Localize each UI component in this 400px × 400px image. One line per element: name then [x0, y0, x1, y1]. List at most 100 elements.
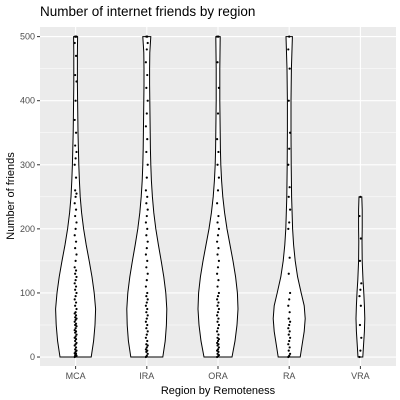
data-point [73, 329, 76, 332]
data-point [144, 221, 147, 224]
data-point [146, 35, 149, 38]
violin-ora [197, 35, 239, 359]
data-point [358, 259, 362, 262]
data-point [73, 118, 76, 122]
data-point [289, 320, 292, 323]
data-point [74, 348, 77, 351]
data-point [146, 240, 149, 243]
x-tick-label: IRA [139, 371, 154, 381]
data-point [74, 327, 77, 330]
data-point [289, 131, 292, 134]
y-tick-label: 400 [20, 96, 35, 106]
x-axis: MCA IRA ORA RA VRA [66, 366, 370, 381]
data-point [75, 192, 78, 195]
data-point [146, 307, 149, 311]
data-point [217, 317, 220, 320]
data-point [217, 227, 220, 230]
data-point [288, 330, 291, 333]
data-point [216, 352, 219, 355]
data-point [74, 316, 77, 319]
data-point [360, 336, 363, 339]
data-point [146, 323, 149, 327]
data-point [145, 246, 148, 250]
data-point [74, 246, 77, 250]
data-point [217, 259, 220, 262]
data-point [75, 333, 78, 336]
data-point [75, 275, 78, 279]
data-point [145, 317, 148, 320]
data-point [74, 346, 78, 349]
data-point [145, 234, 148, 237]
data-point [74, 214, 77, 218]
data-point [146, 41, 149, 45]
data-point [217, 346, 220, 349]
data-point [288, 323, 291, 327]
data-point [287, 227, 290, 230]
data-point [75, 291, 78, 295]
data-point [74, 144, 77, 147]
data-point [359, 349, 362, 352]
data-point [144, 285, 147, 288]
data-point [216, 348, 220, 351]
data-point [145, 295, 148, 298]
data-point [144, 253, 147, 256]
data-point [216, 234, 220, 237]
data-point [287, 317, 290, 320]
data-point [145, 311, 148, 314]
data-point [146, 291, 149, 295]
data-point [287, 99, 290, 102]
data-point [216, 61, 219, 64]
violin-ra [272, 35, 306, 359]
data-point [74, 131, 78, 134]
data-point [358, 355, 361, 359]
data-point [74, 259, 77, 262]
data-point [74, 295, 77, 298]
data-point [74, 195, 77, 198]
data-point [74, 73, 77, 77]
data-point [358, 295, 361, 298]
data-point [145, 112, 148, 115]
data-point [217, 176, 220, 179]
x-axis-title: Region by Remoteness [161, 385, 276, 397]
x-tick-label: VRA [351, 371, 370, 381]
data-point [216, 112, 220, 115]
data-point [146, 314, 149, 317]
data-point [216, 163, 219, 166]
data-point [217, 86, 220, 89]
data-point [359, 237, 362, 240]
data-point [287, 349, 290, 352]
data-point [289, 352, 292, 355]
data-point [73, 266, 76, 269]
data-point [146, 138, 149, 141]
data-point [287, 343, 290, 346]
data-point [74, 176, 78, 179]
data-point [217, 214, 220, 218]
data-point [144, 320, 147, 323]
data-point [288, 339, 291, 343]
data-point [216, 189, 220, 192]
data-point [358, 323, 362, 327]
data-point [146, 227, 149, 230]
data-point [217, 291, 220, 295]
data-point [216, 304, 219, 307]
data-point [288, 35, 291, 38]
data-point [145, 333, 148, 336]
violin-shape [197, 36, 239, 358]
data-point [145, 86, 148, 89]
data-point [217, 279, 220, 282]
data-point [146, 298, 149, 301]
data-point [75, 307, 78, 311]
data-point [216, 320, 219, 323]
data-point [145, 266, 148, 269]
data-point [287, 272, 290, 275]
data-point [74, 304, 77, 307]
data-point [73, 298, 76, 301]
data-point [145, 279, 148, 282]
data-point [217, 150, 220, 154]
data-point [146, 73, 149, 77]
data-point [288, 311, 291, 314]
data-point [146, 99, 149, 102]
data-point [73, 282, 76, 285]
data-point [75, 150, 78, 154]
data-point [144, 61, 147, 64]
